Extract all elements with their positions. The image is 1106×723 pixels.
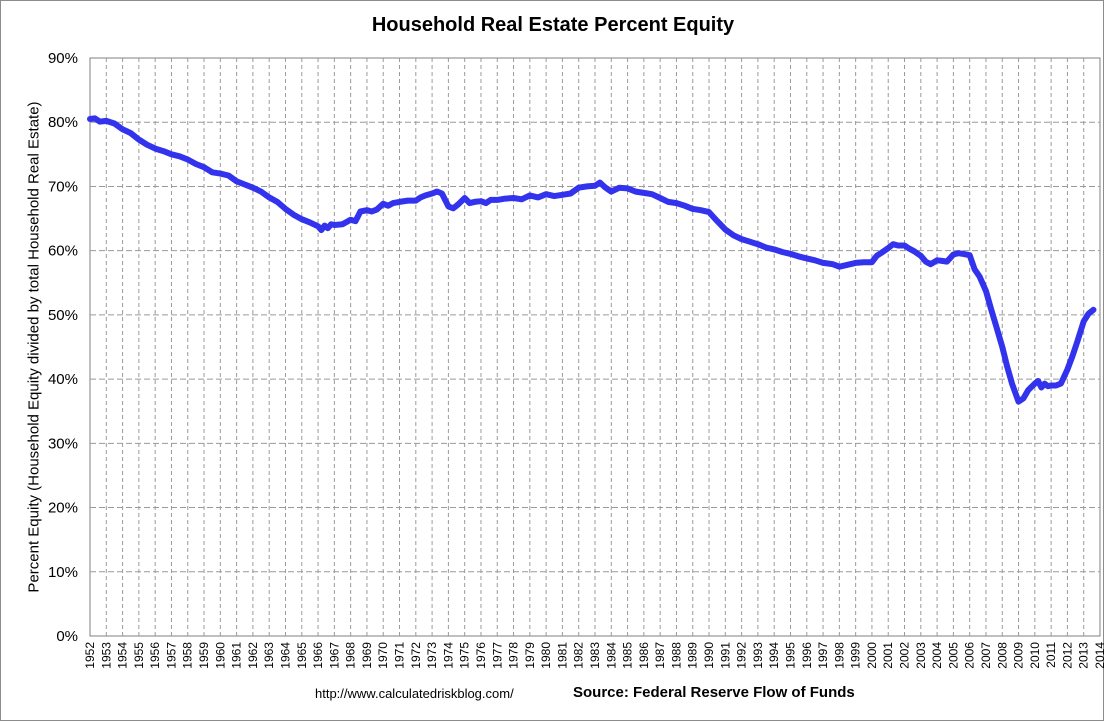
x-tick-label: 1957: [164, 642, 178, 669]
x-tick-label: 1984: [604, 642, 618, 669]
x-tick-label: 1966: [311, 642, 325, 669]
x-tick-label: 2005: [946, 642, 960, 669]
y-tick-label: 20%: [48, 500, 78, 517]
x-tick-label: 1989: [686, 642, 700, 669]
y-tick-label: 80%: [48, 114, 78, 131]
y-tick-label: 40%: [48, 371, 78, 388]
x-tick-label: 1999: [849, 642, 863, 669]
y-tick-label: 10%: [48, 564, 78, 581]
x-tick-label: 2008: [995, 642, 1009, 669]
x-tick-label: 1974: [441, 642, 455, 669]
y-axis-tick-labels: 0% 10% 20% 30% 40% 50% 60% 70% 80% 90%: [48, 50, 78, 645]
x-tick-label: 1990: [702, 642, 716, 669]
source-note: Source: Federal Reserve Flow of Funds: [573, 684, 855, 701]
x-tick-label: 1982: [572, 642, 586, 669]
y-tick-label: 70%: [48, 178, 78, 195]
x-tick-label: 2009: [1012, 642, 1026, 669]
equity-series-line: [87, 115, 1097, 405]
x-tick-label: 1980: [539, 642, 553, 669]
x-tick-label: 1954: [116, 642, 130, 669]
vertical-gridlines: [105, 58, 1085, 636]
x-tick-label: 1965: [295, 642, 309, 669]
y-tick-label: 90%: [48, 50, 78, 67]
x-tick-label: 1972: [409, 642, 423, 669]
x-tick-label: 1970: [376, 642, 390, 669]
x-tick-label: 1979: [523, 642, 537, 669]
x-tick-label: 1988: [669, 642, 683, 669]
x-tick-label: 1971: [393, 642, 407, 669]
x-tick-label: 1996: [800, 642, 814, 669]
x-tick-label: 1967: [327, 642, 341, 669]
x-tick-label: 1963: [262, 642, 276, 669]
y-tick-label: 30%: [48, 435, 78, 452]
x-tick-label: 1976: [474, 642, 488, 669]
y-tick-label: 60%: [48, 243, 78, 260]
x-tick-label: 1952: [83, 642, 97, 669]
x-tick-label: 2000: [865, 642, 879, 669]
x-tick-label: 1960: [213, 642, 227, 669]
x-tick-label: 2014: [1093, 642, 1106, 669]
x-tick-label: 1998: [832, 642, 846, 669]
x-tick-label: 1991: [718, 642, 732, 669]
x-tick-label: 1958: [181, 642, 195, 669]
x-tick-label: 2011: [1044, 642, 1058, 668]
x-tick-label: 1994: [767, 642, 781, 669]
x-tick-label: 2012: [1060, 642, 1074, 669]
x-tick-label: 2002: [898, 642, 912, 669]
x-tick-label: 1961: [230, 642, 244, 669]
x-tick-label: 1977: [490, 642, 504, 669]
x-tick-label: 1997: [816, 642, 830, 669]
x-tick-label: 1995: [783, 642, 797, 669]
x-tick-label: 1987: [653, 642, 667, 669]
x-axis-tick-labels: 1952 1953 1954 1955 1956 1957 1958 1959 1960 1961…: [83, 642, 1106, 669]
x-tick-label: 1985: [621, 642, 635, 669]
x-tick-label: 1953: [99, 642, 113, 669]
x-tick-label: 1964: [278, 642, 292, 669]
x-tick-label: 1983: [588, 642, 602, 669]
x-tick-label: 1962: [246, 642, 260, 669]
x-tick-label: 2007: [979, 642, 993, 669]
x-tick-label: 1978: [507, 642, 521, 669]
x-tick-label: 1973: [425, 642, 439, 669]
x-tick-label: 2001: [881, 642, 895, 669]
x-tick-label: 1955: [132, 642, 146, 669]
x-tick-label: 1986: [637, 642, 651, 669]
x-tick-label: 2006: [963, 642, 977, 669]
x-tick-label: 1969: [360, 642, 374, 669]
x-tick-label: 2004: [930, 642, 944, 669]
x-tick-label: 1968: [344, 642, 358, 669]
y-tick-label: 0%: [56, 628, 78, 645]
source-url[interactable]: http://www.calculatedriskblog.com/: [315, 686, 514, 701]
chart-title: Household Real Estate Percent Equity: [371, 14, 735, 36]
x-tick-label: 1959: [197, 642, 211, 669]
x-tick-label: 1993: [751, 642, 765, 669]
x-tick-label: 1992: [735, 642, 749, 669]
x-tick-label: 2010: [1028, 642, 1042, 669]
y-tick-label: 50%: [48, 307, 78, 324]
x-tick-label: 2003: [914, 642, 928, 669]
x-tick-label: 1956: [148, 642, 162, 669]
x-tick-label: 1981: [555, 642, 569, 669]
x-tick-label: 2013: [1077, 642, 1091, 669]
x-tick-label: 1975: [458, 642, 472, 669]
